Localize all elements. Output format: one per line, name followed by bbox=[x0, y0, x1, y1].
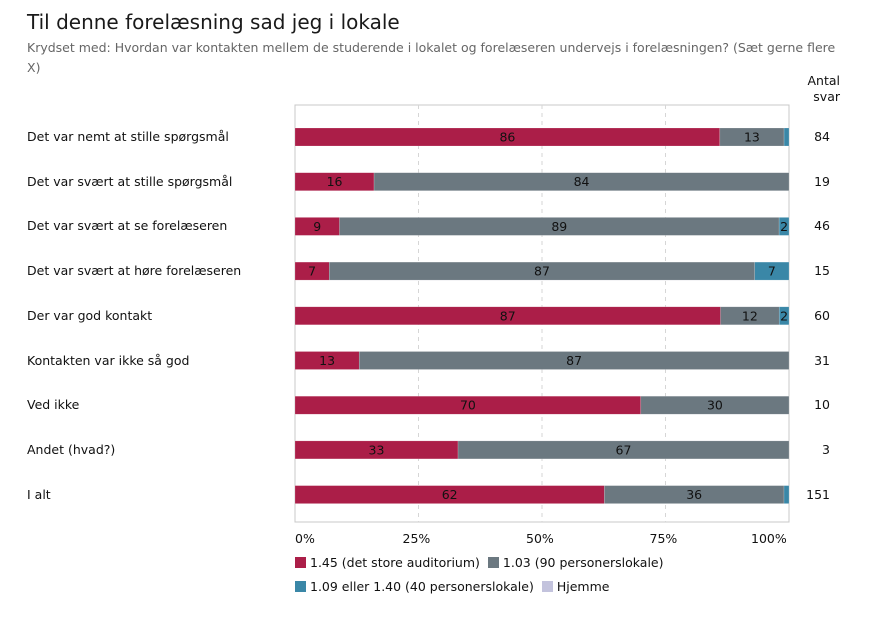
bar-data-label: 16 bbox=[327, 174, 343, 189]
bar-segment bbox=[328, 261, 756, 281]
bar-data-label: 30 bbox=[707, 398, 723, 413]
x-tick-label: 0% bbox=[295, 531, 315, 546]
category-label: Det var svært at stille spørgsmål bbox=[27, 173, 233, 189]
bar-data-label: 13 bbox=[744, 130, 760, 145]
count-value: 151 bbox=[806, 486, 830, 502]
bar-data-label: 67 bbox=[616, 442, 632, 457]
bar-segment bbox=[783, 485, 790, 504]
category-label: Det var nemt at stille spørgsmål bbox=[27, 129, 229, 144]
count-value: 15 bbox=[814, 263, 830, 279]
category-label: Ved ikke bbox=[27, 397, 80, 413]
bar-data-label: 62 bbox=[442, 487, 458, 502]
bar-segment bbox=[358, 351, 790, 370]
bar-data-label: 7 bbox=[308, 264, 316, 279]
category-label: Kontakten var ikke så god bbox=[27, 352, 190, 368]
category-label: Det var svært at høre forelæseren bbox=[27, 263, 242, 279]
bar-segment bbox=[373, 172, 790, 191]
chart-subtitle: Krydset med: Hvordan var kontakten melle… bbox=[27, 40, 836, 75]
legend-label: 1.45 (det store auditorium) bbox=[310, 555, 480, 570]
bar-segment bbox=[783, 127, 790, 147]
legend-swatch bbox=[295, 581, 306, 592]
legend-item: Hjemme bbox=[541, 579, 610, 594]
legend-swatch bbox=[487, 557, 499, 568]
bar-data-label: 12 bbox=[742, 308, 758, 323]
count-column-header: Antal svar bbox=[807, 73, 840, 104]
legend-row-2: 1.09 eller 1.40 (40 personerslokale) Hjem… bbox=[295, 579, 617, 595]
legend-swatch bbox=[541, 581, 553, 592]
bar-data-label: 33 bbox=[369, 442, 385, 457]
count-value: 3 bbox=[822, 441, 830, 457]
bar-data-label: 13 bbox=[319, 353, 335, 368]
count-value: 10 bbox=[814, 397, 830, 413]
bar-data-label: 86 bbox=[499, 130, 515, 145]
legend-swatch bbox=[295, 557, 306, 568]
chart-title: Til denne forelæsning sad jeg i lokale bbox=[27, 10, 400, 34]
category-label: I alt bbox=[27, 486, 51, 502]
legend-row-1: 1.45 (det store auditorium) 1.03 (90 pers… bbox=[295, 555, 672, 571]
bar-data-label: 87 bbox=[500, 308, 516, 323]
legend-label: 1.09 eller 1.40 (40 personerslokale) bbox=[310, 579, 534, 594]
legend-item: 1.09 eller 1.40 (40 personerslokale) bbox=[295, 579, 534, 594]
x-tick-label: 25% bbox=[402, 531, 431, 546]
bar-data-label: 36 bbox=[686, 487, 702, 502]
bar-data-label: 87 bbox=[534, 264, 550, 279]
legend-label: 1.03 (90 personerslokale) bbox=[502, 555, 664, 570]
count-value: 60 bbox=[814, 307, 830, 323]
legend-item: 1.03 (90 personerslokale) bbox=[487, 555, 664, 570]
legend-item: 1.45 (det store auditorium) bbox=[295, 555, 480, 570]
bar-data-label: 70 bbox=[460, 398, 476, 413]
count-value: 19 bbox=[814, 173, 830, 189]
legend-label: Hjemme bbox=[556, 579, 610, 594]
category-label: Andet (hvad?) bbox=[27, 441, 116, 457]
category-label: Der var god kontakt bbox=[27, 307, 153, 323]
count-value: 31 bbox=[814, 352, 830, 368]
bar-data-label: 9 bbox=[313, 219, 321, 234]
bar-data-label: 2 bbox=[780, 219, 788, 234]
bar-segment bbox=[457, 440, 790, 460]
count-value: 46 bbox=[814, 218, 830, 234]
bar-segment bbox=[754, 261, 790, 281]
bar-data-label: 7 bbox=[768, 264, 776, 279]
x-tick-label: 50% bbox=[526, 531, 554, 546]
bar-data-label: 2 bbox=[780, 308, 788, 323]
x-tick-label: 75% bbox=[649, 531, 678, 546]
category-label: Det var svært at se forelæseren bbox=[27, 218, 228, 234]
bar-segment bbox=[778, 217, 790, 236]
count-value: 84 bbox=[814, 129, 830, 144]
bar-data-label: 84 bbox=[574, 174, 590, 189]
bar-segment bbox=[778, 306, 790, 326]
bar-segment bbox=[640, 395, 790, 415]
bar-data-label: 87 bbox=[566, 353, 582, 368]
bar-data-label: 89 bbox=[551, 219, 567, 234]
x-tick-label: 100% bbox=[751, 531, 787, 546]
bar-segment bbox=[294, 127, 721, 147]
